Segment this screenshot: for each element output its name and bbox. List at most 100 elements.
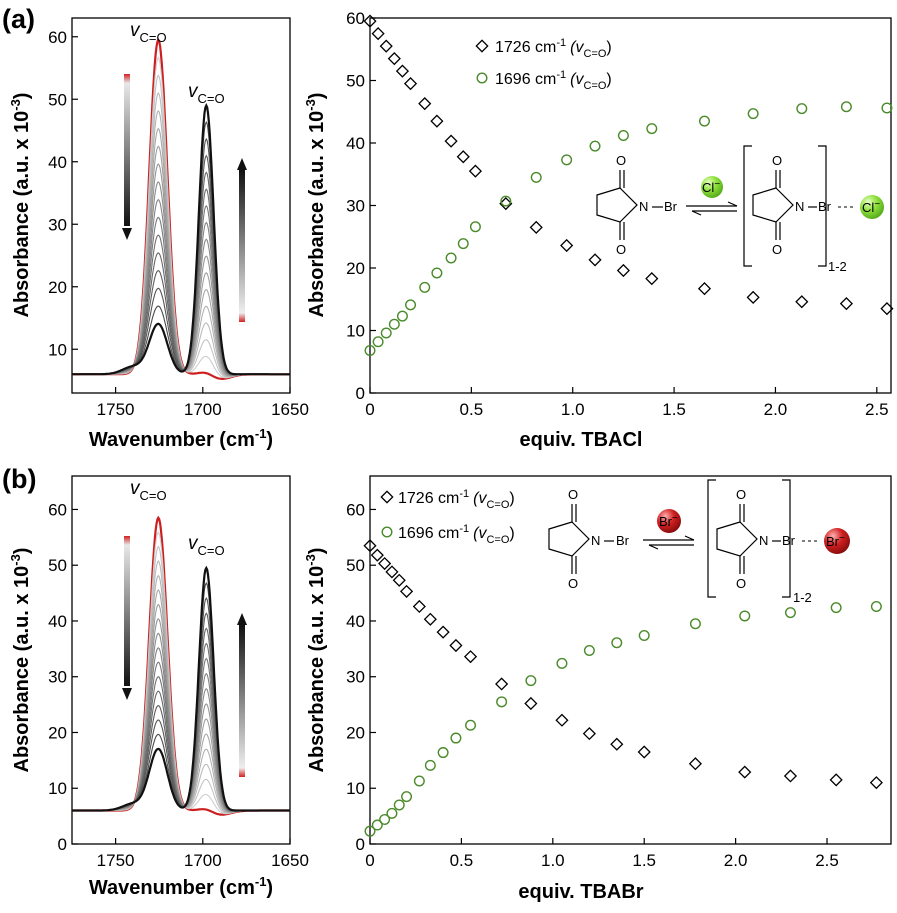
titration-b-point-1726 [495, 677, 509, 691]
titration-b-point-1696 [556, 657, 568, 669]
svg-text:O: O [736, 487, 746, 502]
spectrum-a-spectrum-trace [72, 74, 290, 378]
titration-b-point-1696 [401, 791, 413, 803]
titration-b-y-tick-label: 30 [346, 668, 365, 687]
titration-b-x-ticks: 0 0.5 1.0 1.5 2.0 2.5 [365, 838, 839, 870]
scheme-b-complex: O O N Br Br− [716, 487, 850, 591]
spectrum-b-y-ticks: 0 10 20 30 40 50 60 [48, 500, 78, 854]
titration-a-point-1696 [431, 267, 443, 279]
spectrum-a-peak2-label: vC=O [188, 81, 225, 106]
spectrum-b-spectrum-trace [72, 560, 290, 814]
spectrum-a-x-tick-label: 1750 [97, 400, 135, 419]
svg-text:Cl−: Cl− [702, 179, 720, 195]
titration-b-point-1726 [399, 584, 414, 598]
titration-b-point-1726 [378, 556, 392, 571]
titration-a-y-tick-label: 10 [346, 322, 365, 341]
spectrum-a-y-tick-label: 20 [48, 278, 67, 297]
titration-a-x-tick-label: 1.5 [662, 400, 686, 419]
scheme-b: O O N Br Br− 1-2 O O N Br [548, 479, 850, 605]
titration-b-point-1726 [869, 776, 883, 790]
spectrum-a-frame [71, 17, 291, 394]
svg-text:N: N [591, 533, 600, 548]
titration-a-x-tick-label: 0.5 [460, 400, 484, 419]
spectrum-a-spectrum-trace [72, 37, 290, 380]
titration-a-points [363, 14, 894, 357]
spectrum-a-y-tick-label: 30 [48, 215, 67, 234]
titration-a-point-1726 [468, 164, 482, 178]
titration-b-x-tick-label: 1.0 [541, 851, 565, 870]
spectrum-b-spectrum-trace [72, 632, 290, 813]
spectrum-b-spectrum-trace [72, 642, 290, 812]
legend-a-diamond-marker [475, 39, 489, 53]
titration-b-point-1696 [465, 719, 477, 731]
panel-b-titration: 0 0.5 1.0 1.5 2.0 2.5 0 10 20 30 40 50 60 equiv. TB… [303, 475, 892, 903]
titration-a-point-1726 [645, 272, 659, 286]
titration-a-y-tick-label: 50 [346, 72, 365, 91]
titration-b-point-1696 [496, 696, 508, 708]
spectrum-a-spectrum-trace [72, 204, 290, 376]
titration-b-point-1726 [392, 573, 406, 587]
svg-text:Cl−: Cl− [862, 199, 880, 215]
spectrum-b-spectrum-trace [72, 531, 290, 815]
titration-b-point-1726 [363, 539, 377, 553]
legend-b-diamond-marker [380, 490, 394, 504]
titration-a-point-1726 [418, 97, 432, 111]
titration-b-y-tick-label: 20 [346, 723, 365, 742]
titration-b-point-1696 [638, 629, 650, 641]
legend-a-entry-1696: 1696 cm-1 (vC=O) [495, 69, 612, 92]
titration-b-point-1726 [637, 745, 651, 759]
titration-a-point-1696 [617, 129, 629, 141]
titration-a-x-tick-label: 0 [365, 400, 374, 419]
legend-b-circle-marker [381, 526, 393, 538]
titration-a-point-1726 [387, 52, 401, 66]
titration-b-point-1726 [688, 757, 702, 771]
spectrum-b-y-tick-label: 50 [48, 556, 67, 575]
titration-a-y-tick-label: 20 [346, 259, 365, 278]
spectrum-b-spectrum-trace [72, 589, 290, 813]
svg-text:O: O [568, 576, 578, 591]
titration-b-point-1726 [582, 727, 596, 741]
titration-b-point-1726 [463, 650, 478, 664]
spectrum-b-increase-bar [239, 625, 245, 777]
svg-text:N: N [759, 533, 768, 548]
titration-a-x-tick-label: 1.0 [561, 400, 585, 419]
scheme-a-bound-chloride-icon [860, 195, 884, 219]
titration-a-point-1696 [380, 327, 392, 339]
titration-a-legend: 1726 cm-1 (vC=O) 1696 cm-1 (vC=O) [475, 37, 612, 92]
spectrum-a-x-tick-label: 1700 [184, 400, 222, 419]
titration-b-y-title: Absorbance (a.u. x 10-3) [303, 548, 328, 773]
titration-a-point-1696 [469, 221, 481, 233]
titration-a-point-1726 [839, 297, 853, 311]
svg-text:1-2: 1-2 [793, 590, 812, 605]
spectrum-b-x-tick-label: 1750 [97, 851, 135, 870]
titration-a-point-1726 [379, 39, 393, 53]
spectrum-b-frame [71, 475, 291, 845]
titration-b-point-1696 [583, 645, 595, 657]
titration-a-point-1726 [795, 295, 809, 309]
spectrum-b-peak2-label: vC=O [188, 533, 225, 558]
titration-b-y-tick-label: 0 [356, 835, 365, 854]
spectrum-b-up-arrow-icon [237, 613, 247, 625]
svg-text:O: O [772, 153, 782, 168]
spectrum-a-y-tick-label: 40 [48, 153, 67, 172]
titration-b-point-1696 [525, 675, 537, 687]
titration-b-point-1696 [413, 775, 425, 787]
titration-a-x-tick-label: 2.0 [764, 400, 788, 419]
titration-b-point-1726 [829, 773, 843, 787]
titration-b-y-tick-label: 60 [346, 500, 365, 519]
svg-text:Br−: Br− [659, 513, 678, 529]
spectrum-b-y-title: Absorbance (a.u. x 10-3) [8, 548, 33, 773]
spectrum-a-y-tick-label: 60 [48, 28, 67, 47]
titration-a-y-tick-label: 40 [346, 134, 365, 153]
spectrum-a-y-tick-label: 50 [48, 90, 67, 109]
titration-a-point-1696 [419, 281, 431, 293]
titration-a-y-tick-label: 60 [346, 9, 365, 28]
spectrum-b-spectrum-trace [72, 574, 290, 813]
titration-b-point-1726 [610, 737, 624, 751]
spectrum-b-y-tick-label: 40 [48, 612, 67, 631]
titration-a-point-1726 [746, 290, 760, 304]
titration-b-point-1726 [449, 638, 463, 653]
titration-b-y-tick-label: 40 [346, 612, 365, 631]
spectrum-a-increase-bar [239, 170, 245, 322]
spectrum-b-spectrum-trace [72, 515, 290, 816]
